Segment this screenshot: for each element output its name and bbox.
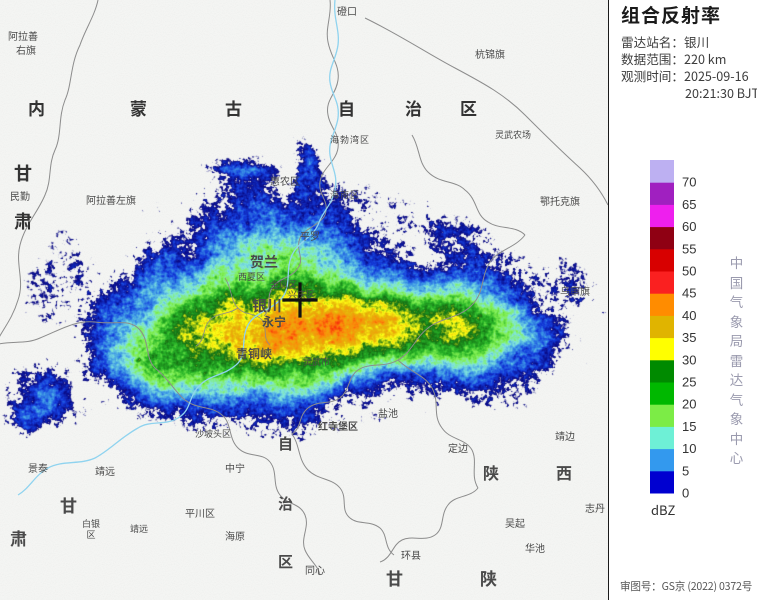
svg-text:45: 45 <box>682 286 696 301</box>
svg-text:35: 35 <box>682 330 696 345</box>
svg-text:60: 60 <box>682 219 696 234</box>
svg-text:25: 25 <box>682 375 696 390</box>
svg-text:15: 15 <box>682 419 696 434</box>
svg-text:dBZ: dBZ <box>651 500 676 519</box>
svg-text:50: 50 <box>682 264 696 279</box>
svg-text:70: 70 <box>682 175 696 190</box>
svg-text:0: 0 <box>682 486 689 501</box>
svg-text:40: 40 <box>682 308 696 323</box>
svg-text:30: 30 <box>682 352 696 367</box>
svg-text:65: 65 <box>682 197 696 212</box>
svg-text:10: 10 <box>682 441 696 456</box>
svg-text:5: 5 <box>682 463 689 478</box>
svg-text:20: 20 <box>682 397 696 412</box>
svg-text:55: 55 <box>682 241 696 256</box>
